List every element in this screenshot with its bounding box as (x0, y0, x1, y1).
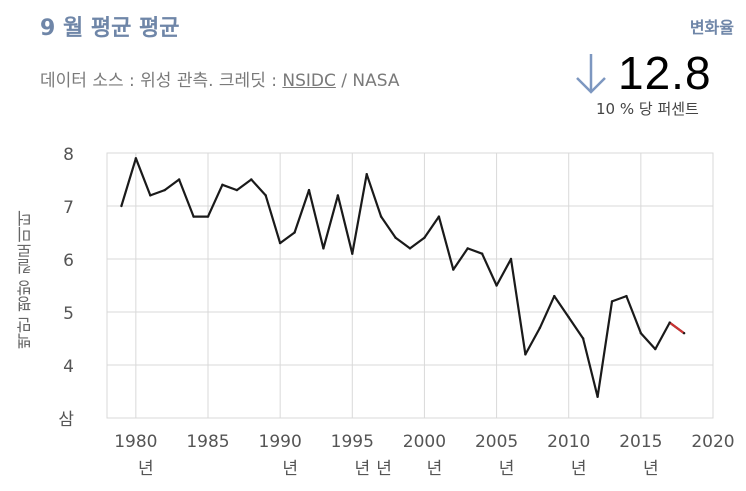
data-point (625, 294, 628, 298)
x-tick-label: 1985 (186, 432, 229, 452)
rate-unit: 10 % 당 퍼센트 (596, 100, 699, 118)
data-point (235, 188, 239, 192)
data-point (654, 347, 657, 351)
y-tick-label: 4 (63, 357, 74, 377)
data-point (149, 194, 152, 197)
x-tick-extra-label: 년 (376, 459, 392, 479)
series-last-segment (669, 321, 685, 335)
y-tick-label: 삼 (58, 410, 74, 430)
rate-of-change-label: 변화율 (689, 18, 734, 37)
data-source: 데이터 소스 : 위성 관측. 크레딧 : NSIDC / NASA (40, 66, 399, 91)
data-point (206, 215, 210, 218)
x-tick-suffix: 년 (499, 459, 515, 479)
data-point (581, 337, 585, 340)
data-point (668, 321, 671, 324)
data-point (177, 178, 181, 181)
x-tick-suffix: 년 (282, 459, 298, 479)
series-line (120, 157, 685, 398)
x-tick-label: 2000 (403, 432, 446, 452)
y-tick-label: 5 (63, 304, 74, 324)
x-tick-suffix: 년 (138, 459, 154, 479)
source-link-nsidc[interactable]: NSIDC (282, 71, 336, 91)
data-point (596, 395, 599, 398)
source-prefix: 데이터 소스 : 위성 관측. 크레딧 : (40, 71, 283, 91)
data-point (682, 332, 686, 335)
y-tick-label: 7 (63, 198, 74, 218)
data-point (221, 183, 224, 186)
x-tick-label: 2020 (691, 432, 734, 452)
data-point (553, 294, 556, 298)
x-tick-label: 2005 (475, 432, 518, 452)
source-suffix: / NASA (335, 71, 400, 91)
data-point (610, 300, 614, 303)
data-point (264, 194, 267, 197)
data-point (322, 247, 325, 250)
data-point (408, 247, 412, 250)
data-point (639, 332, 643, 335)
data-point (480, 252, 484, 255)
rate-value: 12.8 (618, 47, 712, 99)
data-point (423, 236, 426, 239)
data-point (466, 247, 469, 250)
data-point (120, 204, 123, 208)
data-point (538, 326, 542, 330)
data-point (351, 252, 354, 255)
data-point (336, 194, 340, 197)
y-tick-label: 6 (63, 251, 74, 271)
y-tick-label: 8 (63, 145, 74, 165)
data-point (509, 257, 513, 261)
plot-area (106, 152, 714, 419)
data-point (365, 173, 368, 176)
data-point (379, 215, 383, 218)
x-tick-suffix: 년 (643, 459, 659, 479)
x-tick-suffix: 년 (427, 459, 443, 479)
data-point (307, 188, 311, 192)
data-point (567, 316, 570, 319)
data-point (452, 268, 455, 271)
data-point (394, 236, 397, 239)
x-tick-label: 1995 (331, 432, 374, 452)
x-tick-label: 1990 (259, 432, 302, 452)
x-tick-label: 2010 (547, 432, 590, 452)
chart-title: 9 월 평균 평균 (40, 16, 180, 41)
data-point (293, 231, 296, 234)
data-point (437, 215, 441, 218)
data-point (134, 157, 138, 160)
x-tick-suffix: 년 (571, 459, 587, 479)
data-point (250, 178, 253, 181)
x-tick-suffix: 년 (354, 459, 370, 479)
down-arrow-icon (576, 54, 606, 94)
data-point (192, 215, 195, 218)
x-tick-label: 1980 (114, 432, 157, 452)
data-point (163, 188, 166, 192)
data-point (278, 241, 282, 245)
x-tick-label: 2015 (619, 432, 662, 452)
data-point (495, 284, 498, 287)
data-point (524, 353, 527, 356)
